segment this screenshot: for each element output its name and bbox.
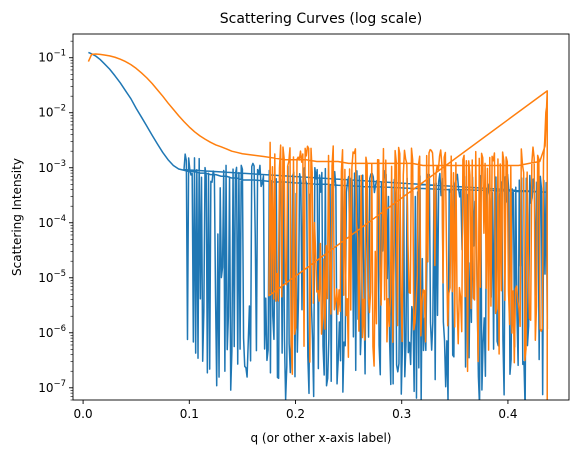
chart-title: Scattering Curves (log scale) xyxy=(220,11,422,27)
x-tick-label: 0.3 xyxy=(392,407,411,421)
x-tick-label: 0.4 xyxy=(498,407,517,421)
x-tick-label: 0.0 xyxy=(74,407,93,421)
x-tick-label: 0.2 xyxy=(286,407,305,421)
series-line-2 xyxy=(87,53,548,400)
x-axis-label: q (or other x-axis label) xyxy=(251,431,392,445)
plot-frame xyxy=(72,33,570,401)
x-axis: 0.0 0.1 0.2 0.3 0.4 xyxy=(74,400,517,421)
x-tick-label: 0.1 xyxy=(180,407,199,421)
y-axis: 10−710−610−510−410−310−210−1 xyxy=(38,40,73,401)
y-axis-label: Scattering Intensity xyxy=(10,158,24,276)
series-layer xyxy=(87,51,549,400)
